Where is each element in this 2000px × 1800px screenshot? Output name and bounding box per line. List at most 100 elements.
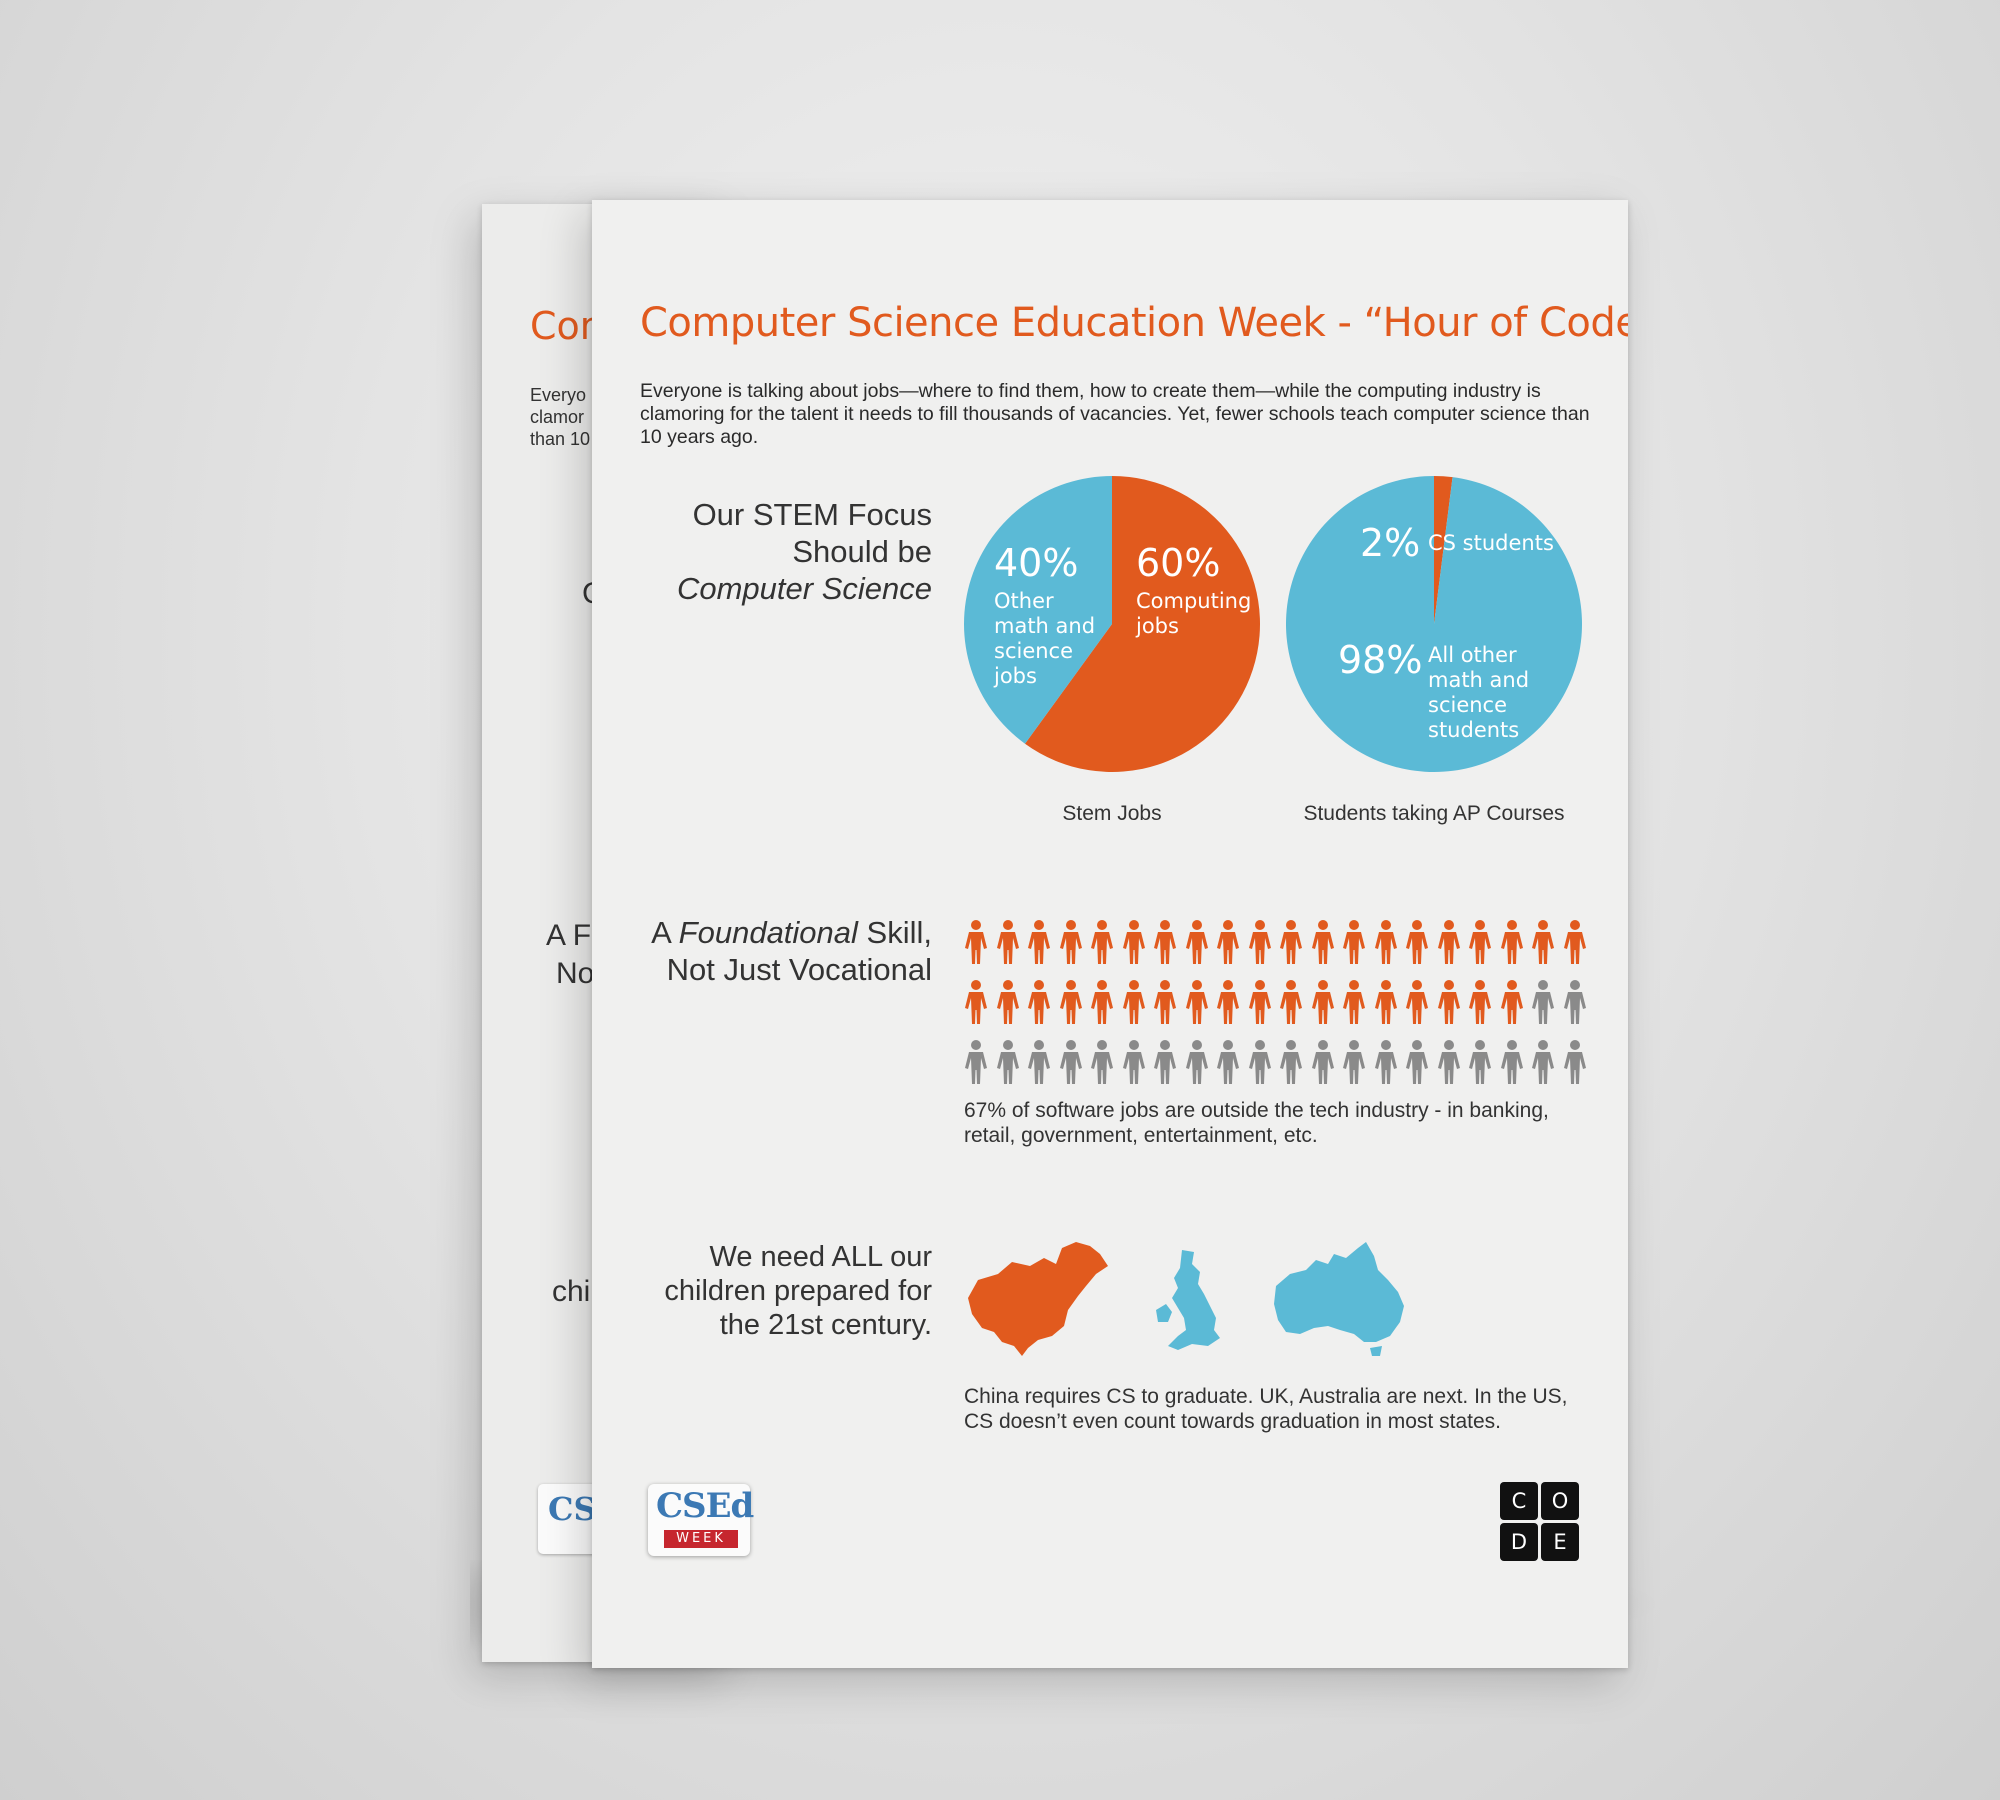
person-icon [1280, 1040, 1302, 1084]
back-sheet-logo-text: CS [548, 1490, 597, 1528]
software-jobs-pictogram [964, 920, 1604, 1100]
foundational-heading-line1: A Foundational Skill, [640, 914, 932, 951]
csed-week-logo: CSEd WEEK [648, 1484, 754, 1556]
pie-slice-all-other-math-and-science-students [1286, 476, 1582, 772]
stem-heading: Our STEM Focus Should be Computer Scienc… [640, 496, 932, 607]
person-icon [1059, 1040, 1082, 1084]
person-icon-highlighted [1343, 920, 1365, 964]
person-icon-highlighted [1217, 920, 1239, 964]
person-icon-highlighted [1374, 980, 1397, 1024]
person-icon [965, 1040, 987, 1084]
code-logo-letter-e: E [1541, 1523, 1579, 1561]
person-icon [1532, 980, 1554, 1024]
pie-value-label-computing-jobs: 60% [1136, 541, 1220, 585]
person-icon [1437, 1040, 1460, 1084]
foundational-heading-line2: Not Just Vocational [666, 952, 932, 987]
person-icon-highlighted [1500, 920, 1523, 964]
person-icon-highlighted [1122, 980, 1145, 1024]
person-icon [1311, 1040, 1334, 1084]
person-icon [1563, 980, 1586, 1024]
children-heading-line1: We need ALL our [709, 1241, 933, 1273]
person-icon [1374, 1040, 1397, 1084]
code-logo-letter-c: C [1500, 1482, 1538, 1520]
children-heading-line2: children prepared for [664, 1275, 932, 1307]
code-org-logo: C O D E [1500, 1482, 1580, 1562]
code-logo-letter-d: D [1500, 1523, 1538, 1561]
back-sheet-foundational-line1: A F [546, 919, 592, 952]
person-icon [1469, 1040, 1491, 1084]
person-icon-highlighted [965, 920, 987, 964]
person-icon [1028, 1040, 1050, 1084]
person-icon-highlighted [1028, 920, 1050, 964]
person-icon-highlighted [996, 920, 1019, 964]
uk-map-icon [1156, 1250, 1220, 1350]
intro-paragraph: Everyone is talking about jobs—where to … [640, 380, 1590, 448]
person-icon-highlighted [1028, 980, 1050, 1024]
person-icon-highlighted [1406, 920, 1428, 964]
pie-value-label-cs-students: 2% [1360, 521, 1420, 565]
person-icon-highlighted [1437, 980, 1460, 1024]
china-map-icon [968, 1242, 1108, 1356]
software-jobs-caption: 67% of software jobs are outside the tec… [964, 1099, 1549, 1147]
person-icon-highlighted [1469, 980, 1491, 1024]
australia-map-icon [1274, 1242, 1404, 1356]
person-icon-highlighted [1343, 980, 1365, 1024]
person-icon [1500, 1040, 1523, 1084]
person-icon [1217, 1040, 1239, 1084]
pie-slice-label-all-other-math-and-science-students: All other math and science students [1428, 643, 1529, 742]
person-icon [1406, 1040, 1428, 1084]
pie-slice-label-cs-students: CS students [1428, 531, 1554, 555]
csed-logo-text: CSEd [656, 1486, 754, 1526]
person-icon-highlighted [1469, 920, 1491, 964]
stem-heading-line2: Should be [792, 534, 932, 569]
front-sheet: Computer Science Education Week - “Hour … [592, 200, 1628, 1668]
person-icon-highlighted [1185, 980, 1208, 1024]
person-icon-highlighted [1311, 980, 1334, 1024]
page-title: Computer Science Education Week - “Hour … [640, 300, 1628, 346]
pie-value-label-other-math-and-science-jobs: 40% [994, 541, 1078, 585]
foundational-heading-post: Skill, [857, 915, 932, 950]
person-icon-highlighted [1122, 920, 1145, 964]
person-icon-highlighted [1217, 980, 1239, 1024]
person-icon-highlighted [1563, 920, 1586, 964]
children-heading: We need ALL our children prepared for th… [640, 1240, 932, 1342]
pie-slice-cs-students [1434, 476, 1453, 624]
person-icon-highlighted [1280, 980, 1302, 1024]
ap-courses-pie-chart: 2% CS students 98% All other math and science… [1286, 476, 1582, 772]
pie-slice-label-computing-jobs: Computing jobs [1135, 589, 1251, 638]
person-icon [996, 1040, 1019, 1084]
foundational-heading-pre: A [651, 915, 679, 950]
person-icon [1154, 1040, 1176, 1084]
person-icon-highlighted [1091, 920, 1113, 964]
pie-slice-computing-jobs [1025, 476, 1260, 772]
pie-slice-other-math-and-science-jobs [964, 476, 1112, 744]
person-icon-highlighted [1091, 980, 1113, 1024]
person-icon-highlighted [1059, 920, 1082, 964]
pie-slice-label-other-math-and-science-jobs: Other math and science jobs [993, 589, 1095, 688]
person-icon-highlighted [1374, 920, 1397, 964]
person-icon [1563, 1040, 1586, 1084]
person-icon-highlighted [1437, 920, 1460, 964]
person-icon-highlighted [1154, 980, 1176, 1024]
person-icon [1343, 1040, 1365, 1084]
person-icon [1091, 1040, 1113, 1084]
person-icon-highlighted [1532, 920, 1554, 964]
csed-logo-ribbon: WEEK [664, 1530, 738, 1548]
children-heading-line3: the 21st century. [719, 1309, 932, 1341]
stem-heading-line3: Computer Science [676, 571, 932, 606]
foundational-heading-emphasis: Foundational [678, 915, 858, 950]
person-icon-highlighted [1248, 920, 1271, 964]
code-logo-letter-o: O [1541, 1482, 1579, 1520]
ap-courses-chart-caption: Students taking AP Courses [1303, 802, 1565, 825]
pie-value-label-all-other-math-and-science-students: 98% [1338, 638, 1422, 682]
person-icon-highlighted [996, 980, 1019, 1024]
person-icon [1248, 1040, 1271, 1084]
back-sheet-children-fragment: chi [552, 1275, 591, 1308]
map-caption: China requires CS to graduate. UK, Austr… [964, 1385, 1568, 1433]
stem-jobs-chart-caption: Stem Jobs [1062, 802, 1162, 825]
stem-heading-line1: Our STEM Focus [692, 497, 932, 532]
person-icon-highlighted [1500, 980, 1523, 1024]
person-icon-highlighted [1311, 920, 1334, 964]
person-icon [1532, 1040, 1554, 1084]
